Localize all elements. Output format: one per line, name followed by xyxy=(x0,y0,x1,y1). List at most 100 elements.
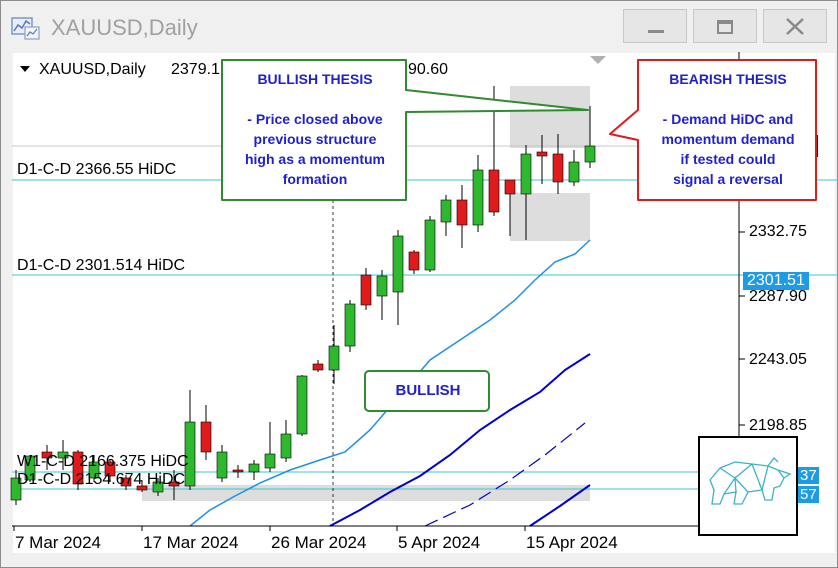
candle-11 xyxy=(168,470,180,500)
candle-19 xyxy=(296,375,308,436)
bullish-thesis-line-1: - Price closed above xyxy=(247,111,383,127)
candle-22 xyxy=(344,300,356,352)
candle-body-bullish xyxy=(216,451,228,479)
bullish-label-box xyxy=(364,370,490,412)
candle-body-bullish xyxy=(344,303,356,347)
candle-body-bullish xyxy=(88,461,100,479)
chart-shift-marker[interactable] xyxy=(590,56,606,64)
ma-slow-line-2 xyxy=(424,422,586,527)
candle-body-bearish xyxy=(104,461,116,477)
candle-body-bullish xyxy=(10,477,22,501)
restore-button[interactable] xyxy=(693,9,757,43)
bullish-thesis-title: BULLISH THESIS xyxy=(257,71,373,87)
bullish-thesis-line-3: high as a momentum xyxy=(244,151,386,167)
candle-body-bullish xyxy=(24,455,36,481)
candle-body-bullish xyxy=(376,275,388,297)
price-axis-ticks xyxy=(739,231,745,426)
candle-16 xyxy=(248,460,260,480)
candle-24 xyxy=(376,270,388,320)
candle-23 xyxy=(360,268,372,310)
candle-body-bullish xyxy=(392,235,404,293)
bearish-thesis-line-1: - Demand HiDC and xyxy=(662,111,794,127)
candle-37 xyxy=(584,106,596,168)
close-icon xyxy=(786,18,804,35)
symbol-label: XAUUSD,Daily xyxy=(39,61,146,78)
minimize-icon xyxy=(648,30,664,33)
window-title: XAUUSD,Daily xyxy=(51,15,198,40)
level-label-2154: D1-C-D 2154.674 HiDC xyxy=(17,471,186,488)
candle-34 xyxy=(536,135,548,184)
candle-body-bullish xyxy=(472,169,484,226)
candle-body-bullish xyxy=(424,219,436,271)
candle-20 xyxy=(312,360,324,372)
candle-body-bullish xyxy=(296,375,308,435)
demand-zone-top xyxy=(510,193,590,241)
minimize-button[interactable] xyxy=(623,9,687,43)
date-label-1: 7 Mar 2024 xyxy=(15,533,101,552)
candle-body-bearish xyxy=(136,485,148,491)
candle-17 xyxy=(264,422,276,472)
ohlc-readout-1: 2379.1 xyxy=(171,61,220,78)
candle-body-bullish xyxy=(152,481,164,493)
logo-frame xyxy=(698,436,798,536)
candle-6 xyxy=(88,455,100,482)
candle-body-bullish xyxy=(184,421,196,487)
demand-zone-bottom xyxy=(142,485,590,501)
candle-14 xyxy=(216,445,228,482)
price-tag-partial-1: 37 xyxy=(798,467,819,484)
candle-body-bullish xyxy=(440,199,452,223)
bullish-thesis-callout-shape xyxy=(221,59,589,201)
candle-body-bearish xyxy=(200,421,212,453)
date-axis-ticks xyxy=(13,526,526,531)
candle-10 xyxy=(152,478,164,496)
candle-13 xyxy=(200,405,212,460)
candle-body-bearish xyxy=(168,481,180,487)
close-button[interactable] xyxy=(763,9,827,43)
bullish-thesis-line-4: formation xyxy=(282,171,348,187)
candle-body-bullish xyxy=(568,161,580,183)
candle-32 xyxy=(504,179,516,236)
price-tag-partial-2: 57 xyxy=(798,486,819,503)
candle-12 xyxy=(184,390,196,490)
candle-3 xyxy=(41,445,53,470)
bearish-thesis-title: BEARISH THESIS xyxy=(669,71,787,87)
chart-window-icon xyxy=(11,17,40,40)
restore-icon xyxy=(717,20,733,34)
candle-body-bullish xyxy=(280,433,292,459)
candle-33 xyxy=(520,145,532,240)
candle-15 xyxy=(232,465,244,478)
candle-30 xyxy=(472,155,484,232)
candle-body-bearish xyxy=(536,151,548,157)
candle-28 xyxy=(440,195,452,236)
candle-body-bearish xyxy=(456,199,468,226)
candle-body-bearish xyxy=(41,451,53,459)
candle-26 xyxy=(408,250,420,274)
candle-body-bullish xyxy=(264,453,276,469)
candle-5 xyxy=(72,450,84,490)
level-label-2366: D1-C-D 2366.55 HiDC xyxy=(17,161,177,178)
title-bar[interactable]: XAUUSD,Daily xyxy=(1,1,837,49)
candle-body-bullish xyxy=(328,345,340,371)
bullish-thesis-line-2: previous structure xyxy=(253,131,377,147)
symbol-dropdown-icon[interactable] xyxy=(20,66,30,72)
candle-body-bearish xyxy=(552,153,564,183)
candle-body-bullish xyxy=(520,153,532,195)
supply-zone xyxy=(510,86,590,148)
candle-body-bearish xyxy=(312,363,324,371)
candle-body-bullish xyxy=(248,463,260,473)
candle-body-bearish xyxy=(504,179,516,195)
candle-9 xyxy=(136,480,148,492)
candle-body-bullish xyxy=(584,145,596,163)
candle-25 xyxy=(392,230,404,325)
candle-21 xyxy=(328,325,340,384)
price-axis-label-2: 2287.90 xyxy=(749,288,807,305)
candle-body-bearish xyxy=(488,169,500,213)
bearish-thesis-line-4: signal a reversal xyxy=(673,171,783,187)
candle-1 xyxy=(10,470,22,505)
date-label-4: 5 Apr 2024 xyxy=(398,533,481,552)
bearish-thesis-line-3: if tested could xyxy=(680,151,776,167)
ohlc-readout-2: 90.60 xyxy=(408,61,449,78)
candle-body-bearish xyxy=(408,251,420,271)
